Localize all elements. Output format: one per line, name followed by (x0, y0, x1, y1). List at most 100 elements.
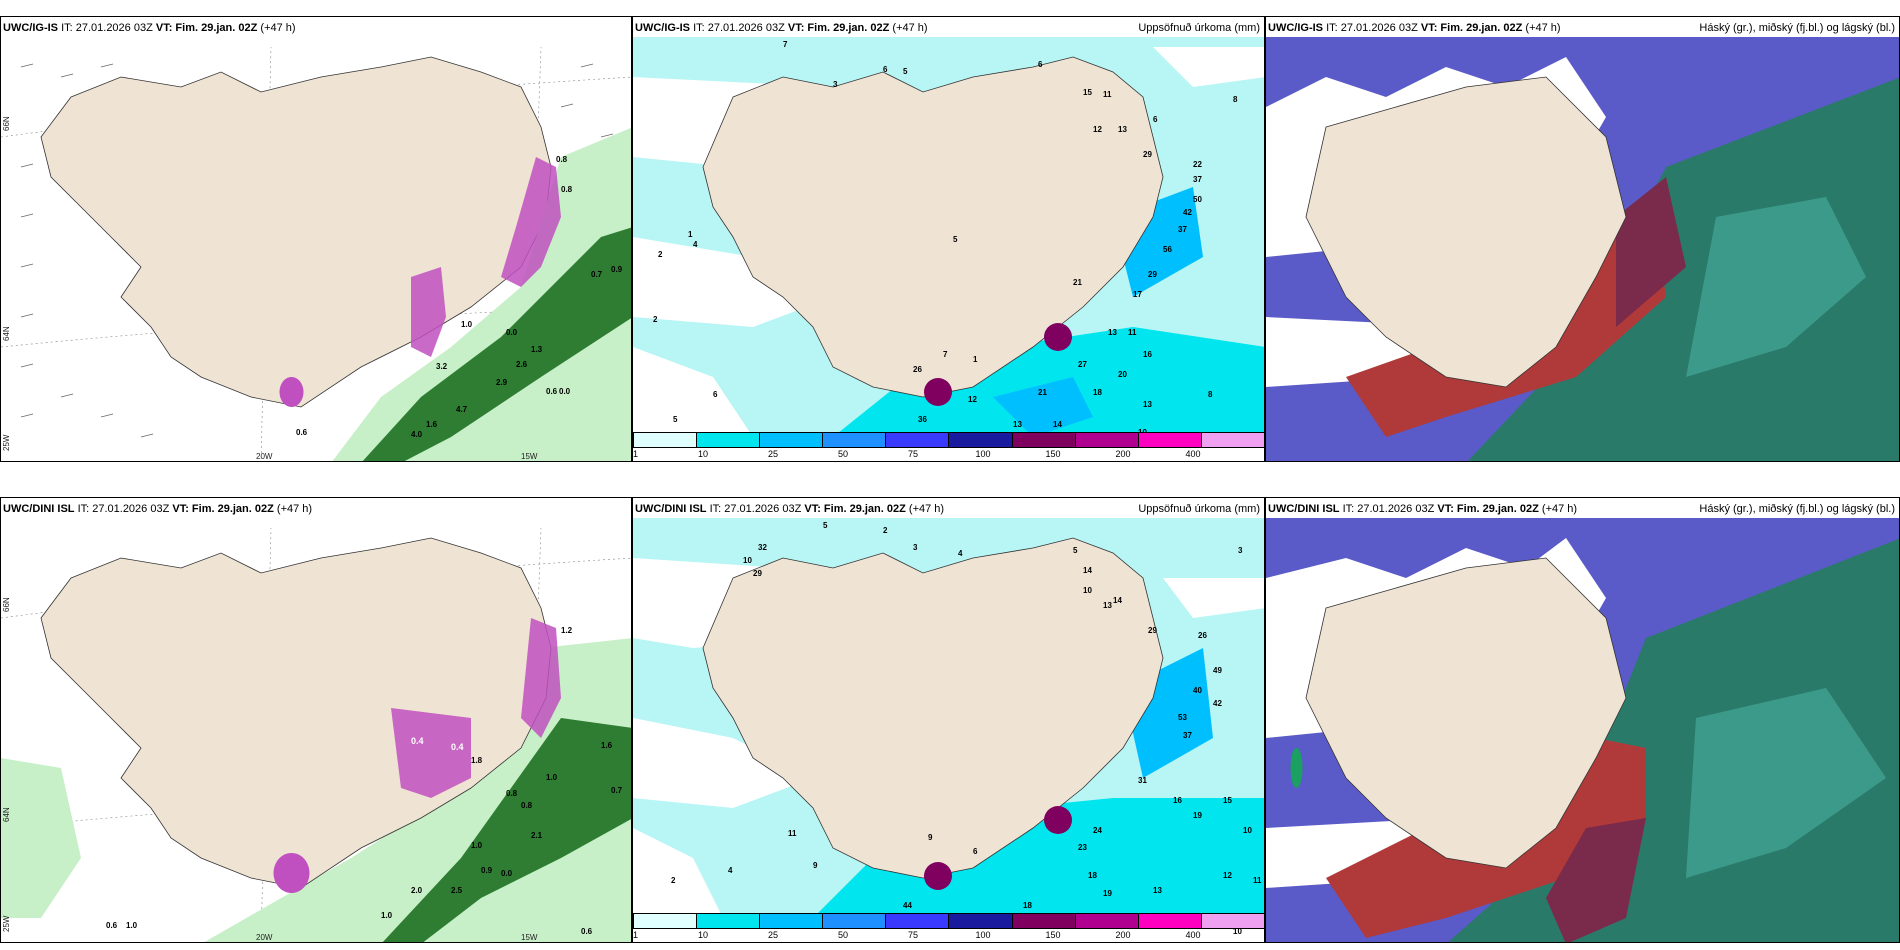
precip-value: 4 (728, 866, 733, 875)
panel-subtitle: Háský (gr.), miðský (fj.bl.) og lágský (… (1699, 22, 1895, 34)
precip-value: 14 (1053, 420, 1062, 429)
colorbar-tick: 1 (633, 449, 639, 459)
colorbar-segment (1138, 914, 1202, 928)
precip-value: 5 (1073, 546, 1078, 555)
panel-row1-clouds: UWC/IG-IS IT: 27.01.2026 03Z VT: Fim. 29… (1265, 16, 1900, 462)
colorbar-segment (760, 433, 824, 447)
lead-time: (+47 h) (908, 503, 945, 515)
precip-value: 7 (783, 40, 788, 49)
precip-value: 40 (1193, 686, 1202, 695)
precip-value: 19 (1103, 889, 1112, 898)
precip-value: 50 (1193, 195, 1202, 204)
precip-value: 13 (1118, 125, 1127, 134)
precip-value: 8 (1208, 390, 1213, 399)
precip-value: 0.0 (506, 328, 518, 337)
panel-title: UWC/DINI ISL IT: 27.01.2026 03Z VT: Fim.… (635, 503, 944, 515)
precip-value: 18 (1088, 871, 1097, 880)
colorbar-segment (1201, 914, 1264, 928)
precip-value: 37 (1183, 731, 1192, 740)
model-name: UWC/IG-IS (635, 22, 690, 34)
wind-precip-map: 66N 64N 25W 20W 15W 1.2 0.4 0.4 1.8 0.8 … (1, 527, 631, 942)
colorbar-tick: 50 (837, 449, 849, 459)
precip-value: 31 (1138, 776, 1147, 785)
init-time: IT: 27.01.2026 03Z (1342, 503, 1435, 515)
model-name: UWC/DINI ISL (3, 503, 75, 515)
precip-value: 12 (1093, 125, 1102, 134)
panel-title: UWC/IG-IS IT: 27.01.2026 03Z VT: Fim. 29… (1268, 22, 1561, 34)
colorbar-labels: 1 10 25 50 75 100 150 200 400 (633, 930, 1265, 942)
precip-value: 16 (1173, 796, 1182, 805)
colorbar-tick: 10 (697, 449, 709, 459)
precip-value: 6 (1038, 60, 1043, 69)
precip-value: 0.8 (561, 185, 573, 194)
precip-value: 12 (968, 395, 977, 404)
precip-value: 0.0 (559, 387, 571, 396)
panel-subtitle: Uppsöfnuð úrkoma (mm) (1138, 503, 1260, 515)
precip-value: 1.8 (471, 756, 483, 765)
colorbar-tick: 1 (633, 930, 639, 940)
precip-value: 21 (1073, 278, 1082, 287)
lon-label: 15W (521, 452, 538, 461)
precip-value: 13 (1013, 420, 1022, 429)
precip-value: 3.2 (436, 362, 448, 371)
lat-label: 66N (2, 116, 11, 131)
precip-value: 42 (1183, 208, 1192, 217)
precip-value: 4 (958, 549, 963, 558)
precip-value: 0.9 (481, 866, 493, 875)
cloud-cover-map (1266, 37, 1899, 461)
lon-label: 15W (521, 933, 538, 942)
precip-value: 11 (788, 829, 797, 838)
precip-values: 5 2 3 4 5 3 10 29 32 14 10 13 14 29 26 4… (671, 521, 1262, 936)
precip-value: 1.0 (471, 841, 483, 850)
precip-value: 5 (673, 415, 678, 424)
colorbar-segment (1012, 914, 1076, 928)
colorbar-tick: 100 (975, 930, 991, 940)
model-name: UWC/IG-IS (1268, 22, 1323, 34)
colorbar-tick: 200 (1115, 930, 1131, 940)
precip-value: 0.7 (591, 270, 603, 279)
lead-time: (+47 h) (892, 22, 928, 34)
model-name: UWC/DINI ISL (1268, 503, 1340, 515)
colorbar-segment (697, 433, 761, 447)
precip-value: 53 (1178, 713, 1187, 722)
precip-value: 18 (1093, 388, 1102, 397)
init-time: IT: 27.01.2026 03Z (693, 22, 785, 34)
colorbar-segment (823, 433, 887, 447)
precip-value: 4 (693, 240, 698, 249)
colorbar-tick: 75 (907, 449, 919, 459)
init-time: IT: 27.01.2026 03Z (1326, 22, 1418, 34)
panel-title: UWC/IG-IS IT: 27.01.2026 03Z VT: Fim. 29… (3, 22, 296, 34)
precip-value: 29 (1148, 270, 1157, 279)
wind-precip-map: 66N 64N 25W 20W 15W 0.8 0.8 0.9 0.7 1.0 … (1, 46, 631, 461)
precip-value: 15 (1223, 796, 1232, 805)
precip-value: 8 (1233, 95, 1238, 104)
colorbar-segment (634, 914, 698, 928)
precip-value: 0.7 (611, 786, 623, 795)
panel-row1-accum-precip: UWC/IG-IS IT: 27.01.2026 03Z VT: Fim. 29… (632, 16, 1265, 462)
precip-value: 29 (1143, 150, 1152, 159)
precip-value: 5 (953, 235, 958, 244)
green-precip-dark (362, 227, 631, 461)
colorbar-tick: 10 (697, 930, 709, 940)
precip-value: 1 (973, 355, 978, 364)
precip-value: 6 (1153, 115, 1158, 124)
wind-barbs (20, 63, 614, 438)
precip-value: 32 (758, 543, 767, 552)
precip-value: 6 (883, 65, 888, 74)
precip-value: 13 (1103, 601, 1112, 610)
panel-row2-clouds: UWC/DINI ISL IT: 27.01.2026 03Z VT: Fim.… (1265, 497, 1900, 943)
precip-value: 10 (743, 556, 752, 565)
panel-row2-accum-precip: UWC/DINI ISL IT: 27.01.2026 03Z VT: Fim.… (632, 497, 1265, 943)
colorbar-segment (1012, 433, 1076, 447)
lead-time: (+47 h) (260, 22, 296, 34)
model-name: UWC/DINI ISL (635, 503, 707, 515)
precip-value: 29 (1148, 626, 1157, 635)
precip-value: 44 (903, 901, 912, 910)
precip-value: 10 (1233, 927, 1242, 936)
colorbar-tick: 200 (1115, 449, 1131, 459)
colorbar-segment (697, 914, 761, 928)
precip-value: 2.0 (411, 886, 423, 895)
accum-precip-map: 7 6 5 3 4 2 1 2 5 8 6 6 15 11 12 13 29 2… (633, 37, 1264, 437)
precip-values: 0.8 0.8 0.9 0.7 1.0 0.0 3.2 2.6 2.9 4.7 … (296, 155, 623, 439)
precip-value: 6 (713, 390, 718, 399)
